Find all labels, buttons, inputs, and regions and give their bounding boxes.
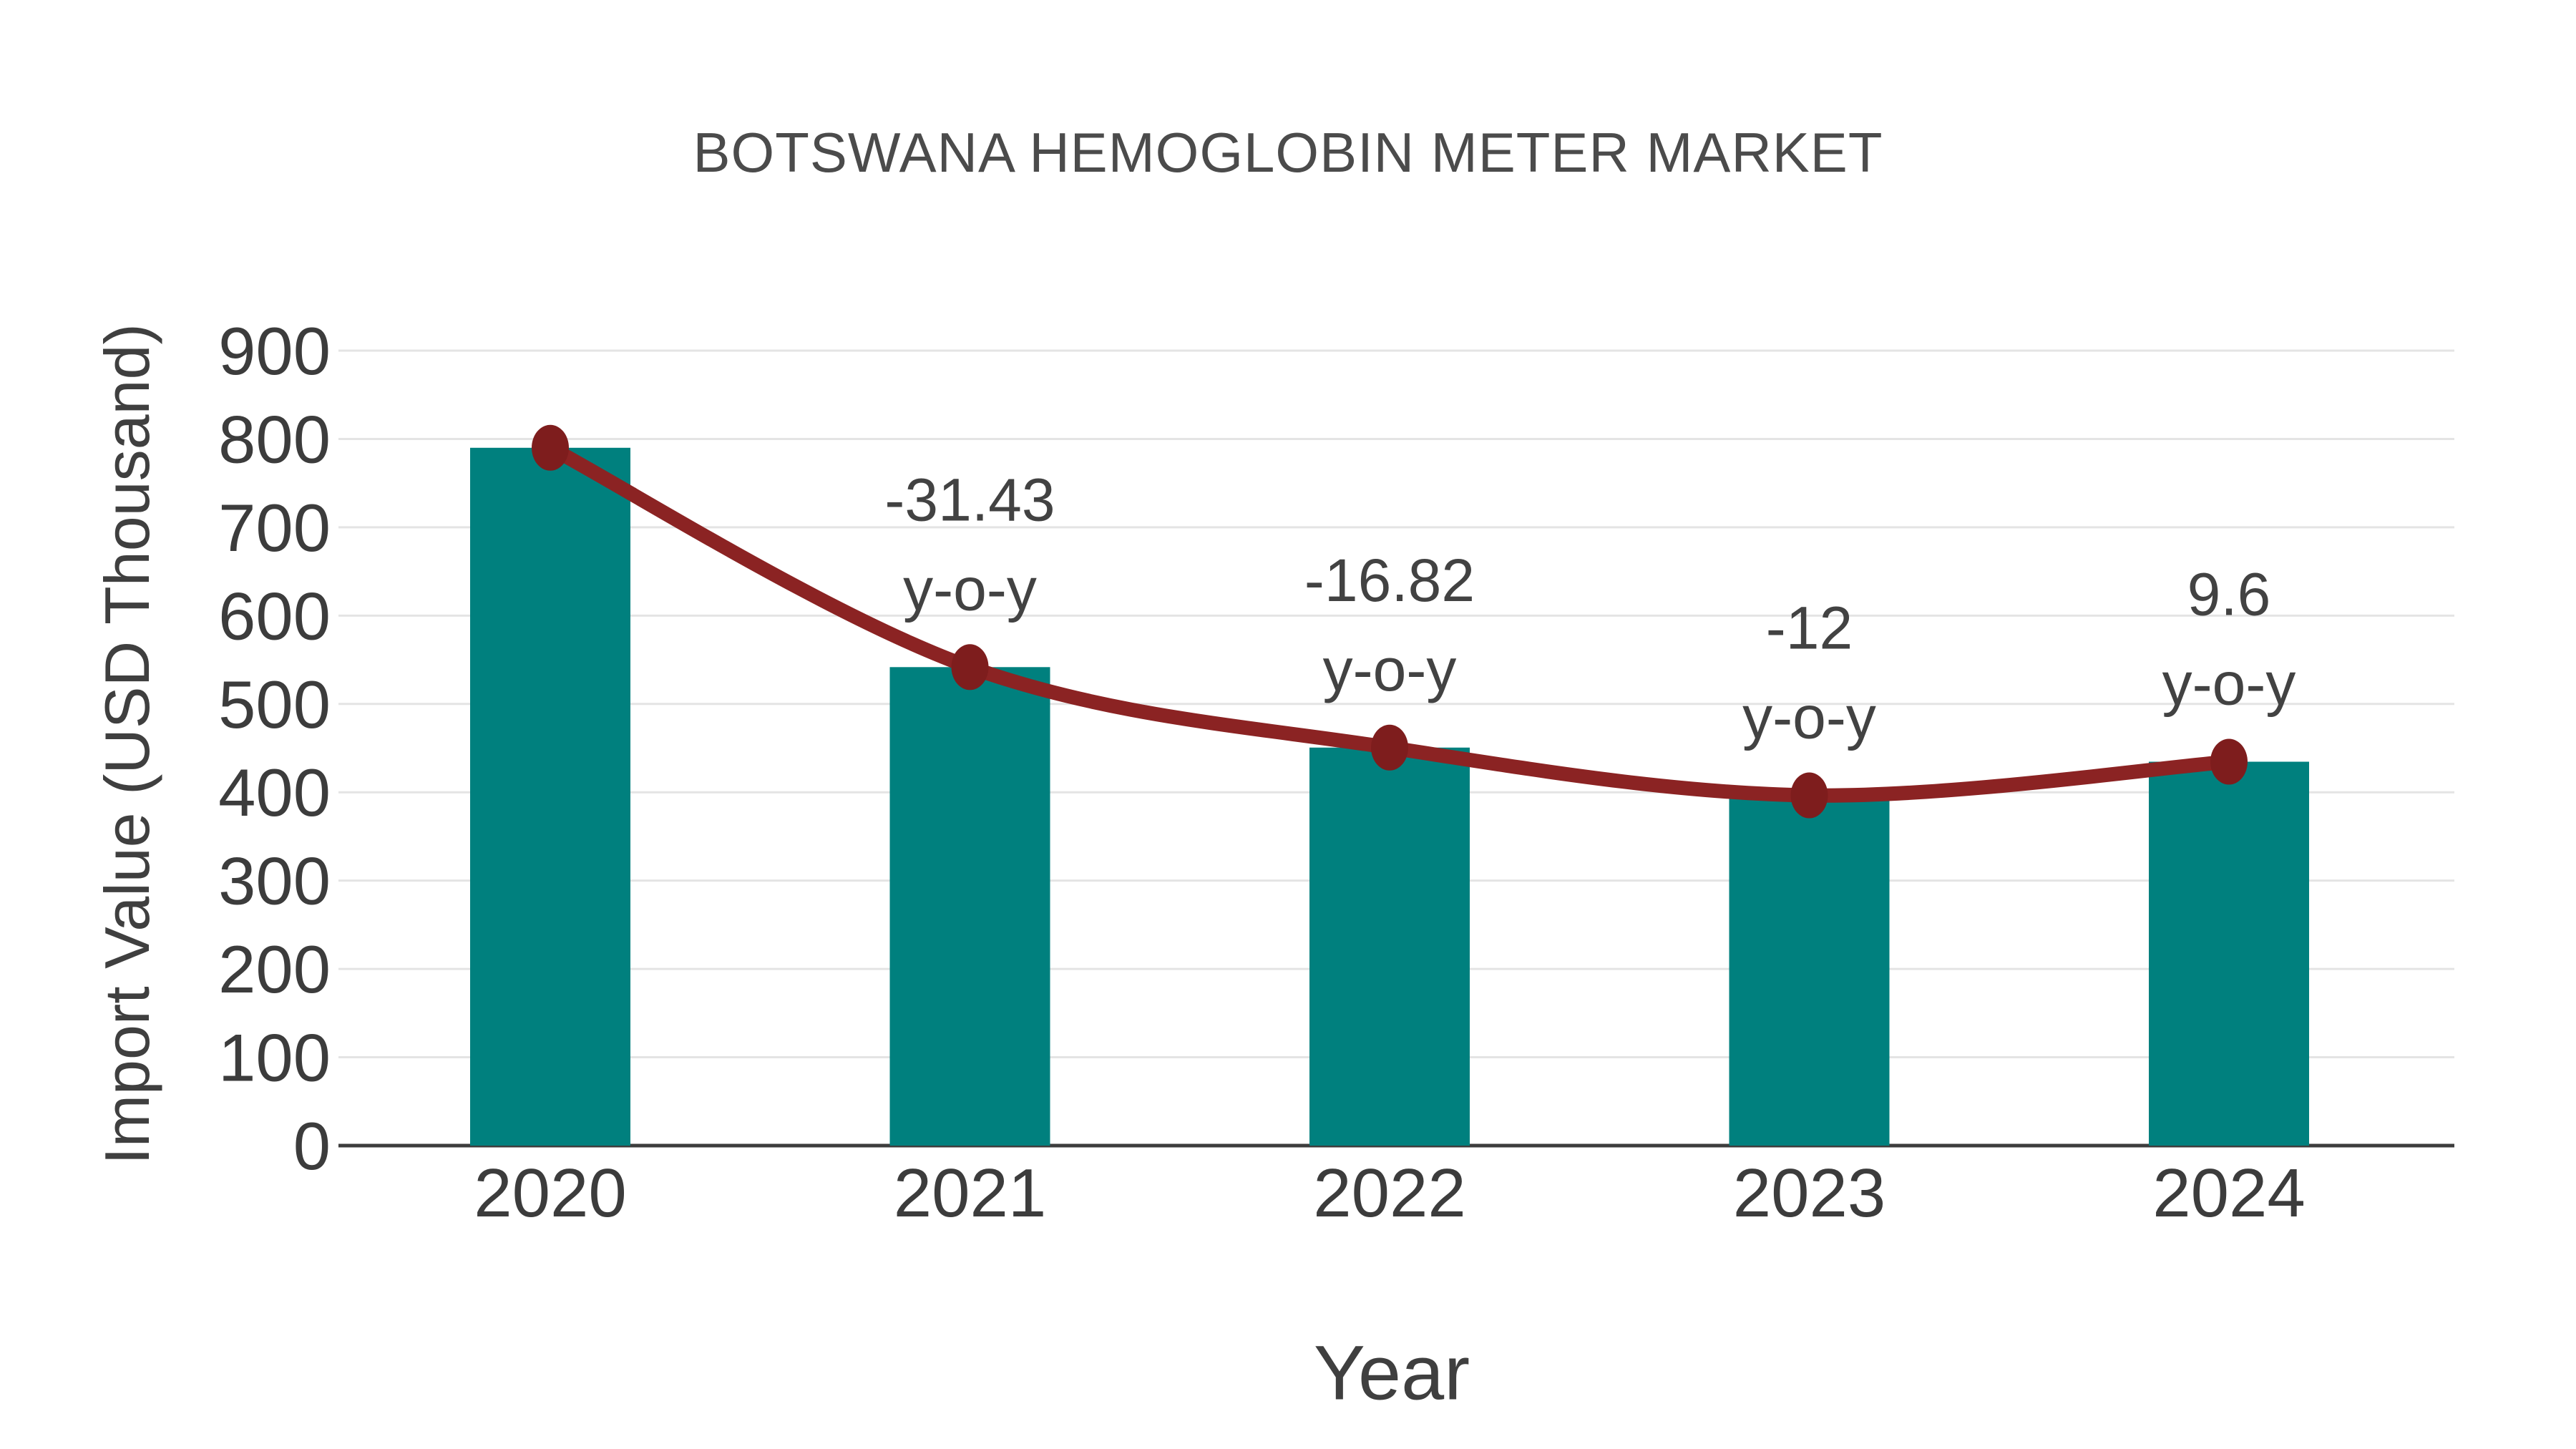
x-axis-title: Year — [1313, 1329, 1470, 1416]
bar-2023[interactable] — [1729, 795, 1890, 1146]
marker-2024[interactable] — [2210, 738, 2248, 785]
x-tick-label-2022: 2022 — [1313, 1155, 1466, 1231]
annotation-2023-value: -12 — [1766, 595, 1853, 662]
annotation-2021-suffix: y-o-y — [903, 555, 1037, 623]
y-tick-label-900: 900 — [218, 313, 331, 389]
annotation-2023-suffix: y-o-y — [1742, 684, 1876, 751]
marker-2022[interactable] — [1371, 724, 1408, 771]
annotation-2021-value: -31.43 — [884, 466, 1055, 533]
annotation-2024-suffix: y-o-y — [2162, 650, 2296, 718]
y-tick-label-200: 200 — [218, 932, 331, 1007]
y-tick-label-500: 500 — [218, 667, 331, 742]
y-tick-label-0: 0 — [293, 1108, 331, 1184]
x-tick-label-2024: 2024 — [2152, 1155, 2306, 1231]
chart-title: BOTSWANA HEMOGLOBIN METER MARKET — [693, 121, 1883, 184]
y-tick-label-300: 300 — [218, 844, 331, 919]
bar-2020[interactable] — [470, 447, 630, 1146]
y-tick-label-400: 400 — [218, 755, 331, 830]
annotation-2022-suffix: y-o-y — [1323, 636, 1457, 703]
x-tick-label-2023: 2023 — [1733, 1155, 1886, 1231]
y-tick-label-800: 800 — [218, 401, 331, 477]
marker-2023[interactable] — [1790, 772, 1828, 819]
bar-2024[interactable] — [2149, 761, 2309, 1146]
marker-2021[interactable] — [951, 644, 989, 691]
y-tick-label-700: 700 — [218, 490, 331, 565]
marker-2020[interactable] — [532, 424, 569, 471]
x-tick-label-2021: 2021 — [894, 1155, 1047, 1231]
annotation-2024-value: 9.6 — [2187, 561, 2271, 628]
y-tick-label-600: 600 — [218, 578, 331, 653]
bar-2021[interactable] — [889, 667, 1050, 1146]
annotation-2022-value: -16.82 — [1304, 547, 1475, 614]
y-tick-label-100: 100 — [218, 1020, 331, 1096]
x-tick-label-2020: 2020 — [474, 1155, 627, 1231]
bar-2022[interactable] — [1309, 747, 1470, 1146]
